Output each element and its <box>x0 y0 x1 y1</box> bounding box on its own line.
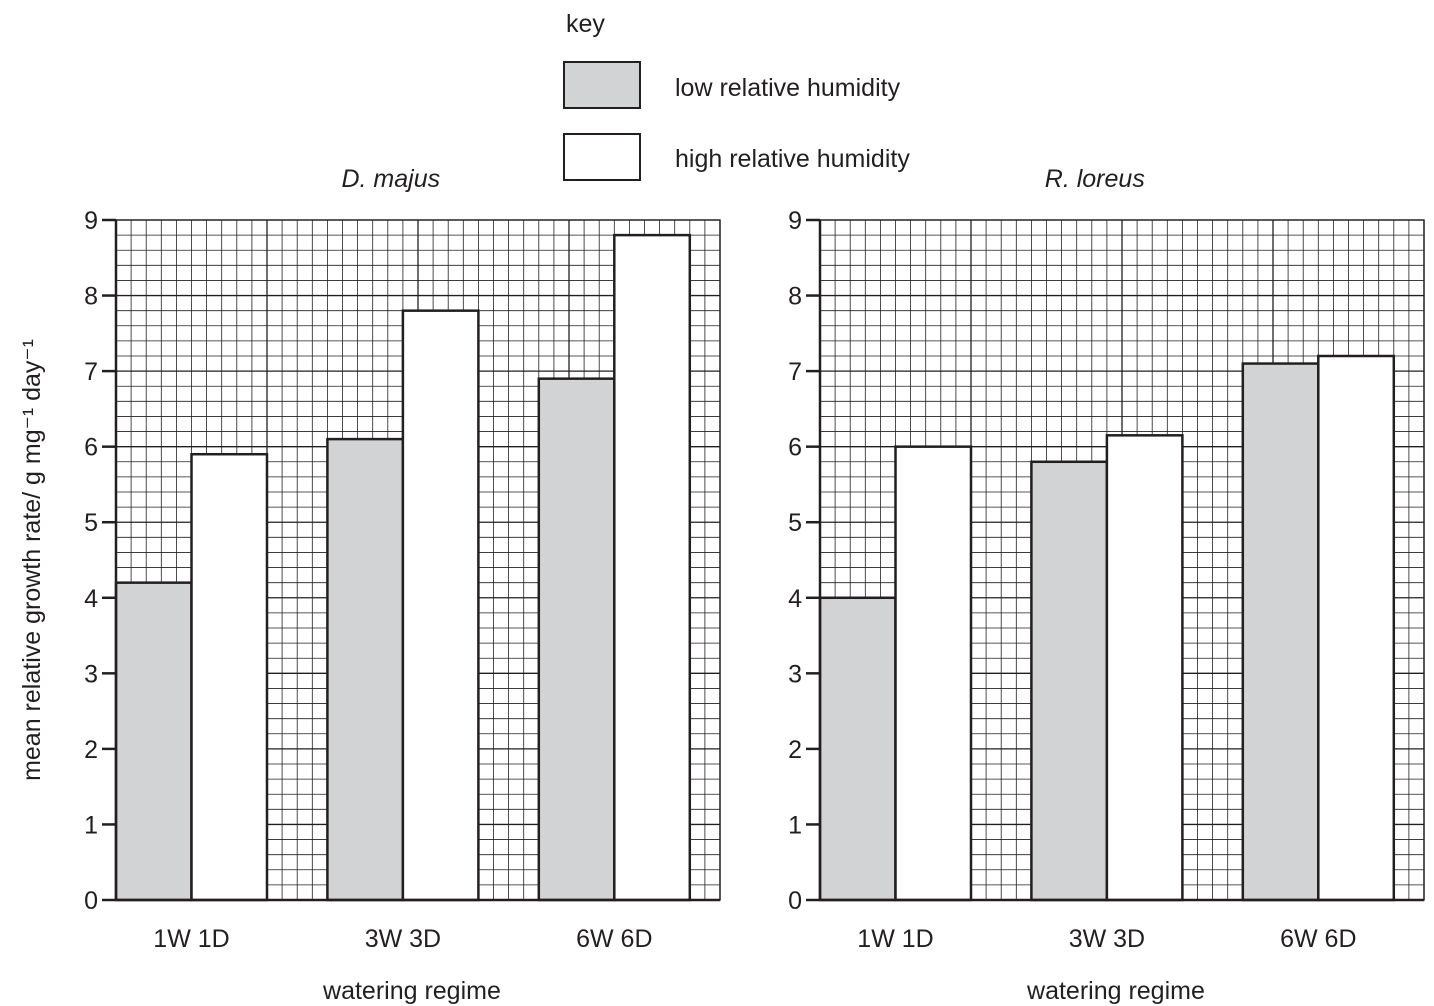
panel-title: R. loreus <box>1045 165 1145 193</box>
y-tick-label: 8 <box>788 283 802 311</box>
y-tick-label: 4 <box>84 585 98 613</box>
y-tick-label: 0 <box>84 887 98 915</box>
x-tick-label: 1W 1D <box>857 925 933 953</box>
x-tick-label: 3W 3D <box>1069 925 1145 953</box>
bar-high-humidity-6w-6d <box>1317 354 1396 902</box>
y-tick-label: 7 <box>788 358 802 386</box>
bar-high-humidity-1w-1d <box>894 445 973 902</box>
y-tick-label: 5 <box>84 509 98 537</box>
y-tick-label: 4 <box>788 585 802 613</box>
bar-low-humidity-6w-6d <box>1241 362 1320 902</box>
y-tick-label: 1 <box>84 811 98 839</box>
bar-high-humidity-1w-1d <box>190 452 269 902</box>
y-tick-label: 8 <box>84 283 98 311</box>
bar-high-humidity-6w-6d <box>613 233 692 902</box>
legend-label-low-humidity: low relative humidity <box>675 74 901 102</box>
panel-r-loreus: 1W 1D 3W 3D 6W 6D 0 1 2 3 4 5 6 7 8 9 R. loreus wateri… <box>788 165 1425 1005</box>
x-axis-title: watering regime <box>322 977 501 1005</box>
panel-title: D. majus <box>341 165 440 193</box>
y-tick-label: 2 <box>788 736 802 764</box>
y-tick-label: 0 <box>788 887 802 915</box>
legend-label-high-humidity: high relative humidity <box>675 145 910 173</box>
bar-low-humidity-3w-3d <box>326 437 405 902</box>
x-axis-title: watering regime <box>1026 977 1205 1005</box>
y-tick-label: 5 <box>788 509 802 537</box>
y-tick-label: 3 <box>788 660 802 688</box>
bar-low-humidity-6w-6d <box>537 377 616 902</box>
bar-high-humidity-3w-3d <box>1105 434 1184 902</box>
legend-title: key <box>566 10 605 38</box>
y-tick-label: 7 <box>84 358 98 386</box>
y-tick-label: 2 <box>84 736 98 764</box>
panel-d-majus: 1W 1D 3W 3D 6W 6D 0 1 2 3 4 5 6 7 8 9 D. majus waterin… <box>84 165 721 1005</box>
legend: key low relative humidity high relative … <box>563 10 910 181</box>
y-tick-label: 6 <box>84 434 98 462</box>
bar-low-humidity-1w-1d <box>818 596 897 902</box>
x-tick-label: 1W 1D <box>153 925 229 953</box>
x-tick-label: 6W 6D <box>1280 925 1356 953</box>
x-tick-label: 3W 3D <box>365 925 441 953</box>
y-axis-title: mean relative growth rate/ g mg⁻¹ day⁻¹ <box>18 339 46 781</box>
legend-swatch-high-humidity <box>563 133 641 181</box>
y-tick-label: 9 <box>84 207 98 235</box>
y-tick-label: 1 <box>788 811 802 839</box>
bar-high-humidity-3w-3d <box>401 309 480 902</box>
y-tick-label: 9 <box>788 207 802 235</box>
bar-low-humidity-3w-3d <box>1030 460 1109 902</box>
bar-low-humidity-1w-1d <box>114 581 193 902</box>
x-tick-label: 6W 6D <box>576 925 652 953</box>
y-tick-label: 3 <box>84 660 98 688</box>
y-tick-label: 6 <box>788 434 802 462</box>
legend-swatch-low-humidity <box>563 61 641 109</box>
